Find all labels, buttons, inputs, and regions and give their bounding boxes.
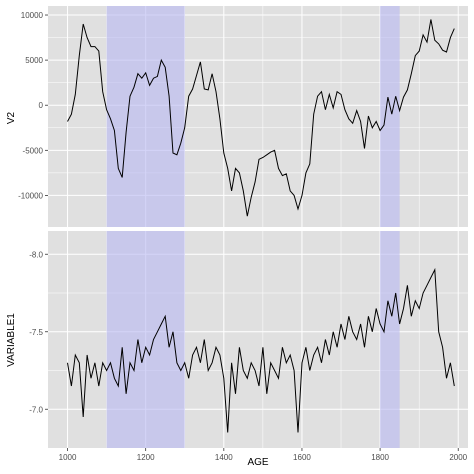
series-line-v2 [67,19,455,217]
y-tick-label: -7.5 [29,328,43,337]
y-tick-label: -5000 [23,146,44,155]
shaded-region [380,6,400,227]
x-tick-label: 1200 [137,453,155,462]
bottom-panel-y-ticks: -8.0 -7.5 -7.0 [29,250,48,414]
x-axis-title: AGE [247,457,268,468]
x-tick-label: 1800 [371,453,389,462]
shaded-region [106,231,185,448]
y-tick-label: -8.0 [29,250,43,259]
shaded-region [106,6,185,227]
x-ticks: 1000 1200 1400 1600 1800 2000 [59,448,468,462]
y-tick-label: -10000 [18,191,43,200]
y-tick-label: 0 [39,101,44,110]
shaded-region [380,231,400,448]
x-tick-label: 1600 [293,453,311,462]
bottom-panel-shaded-regions [106,231,400,448]
x-tick-label: 1400 [215,453,233,462]
y-tick-label: -7.0 [29,405,43,414]
x-tick-label: 2000 [449,453,467,462]
top-panel-shaded-regions [106,6,400,227]
top-panel-y-ticks: 10000 5000 0 -5000 -10000 [18,11,48,200]
x-tick-label: 1000 [59,453,77,462]
bottom-y-axis-title: VARIABLE1 [6,313,17,367]
top-y-axis-title: V2 [6,111,17,124]
y-tick-label: 10000 [21,11,44,20]
series-line-variable1 [67,267,455,433]
y-tick-label: 5000 [25,56,43,65]
